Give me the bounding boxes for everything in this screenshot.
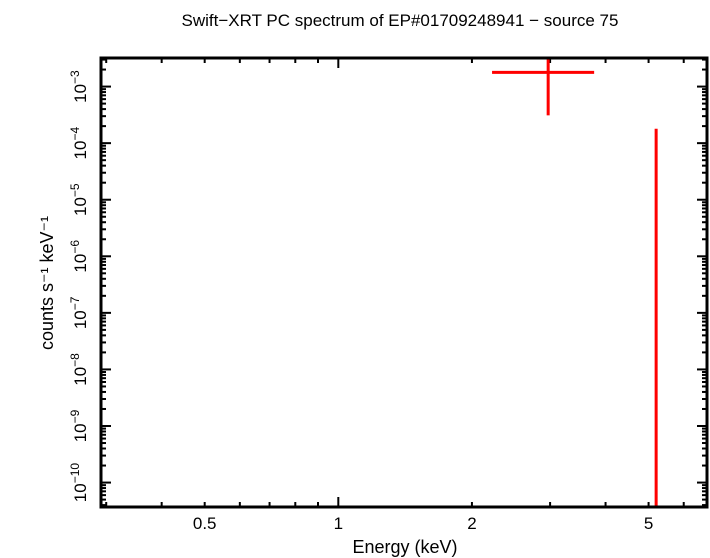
x-tick-label: 5 — [644, 514, 653, 533]
data-points — [492, 58, 658, 507]
y-tick-label: 10−3 — [68, 70, 90, 103]
x-tick-label: 2 — [467, 514, 476, 533]
y-tick-label: 10−9 — [68, 409, 90, 442]
plot-frame — [99, 56, 709, 509]
y-tick-label: 10−8 — [68, 353, 90, 386]
tick-labels: 0.5 1 2 5 10−3 10−4 10−5 10−6 10−7 10−8 10−9 10−10 — [68, 70, 653, 533]
y-axis-label: counts s⁻¹ keV⁻¹ — [37, 216, 57, 350]
y-tick-label: 10−4 — [68, 127, 90, 160]
y-tick-label: 10−10 — [68, 463, 90, 503]
y-tick-label: 10−7 — [68, 296, 90, 329]
x-tick-label: 1 — [334, 514, 343, 533]
y-tick-label: 10−5 — [68, 183, 90, 216]
axis-ticks — [101, 58, 707, 507]
y-tick-label: 10−6 — [68, 240, 90, 273]
chart-title: Swift−XRT PC spectrum of EP#01709248941 … — [182, 11, 619, 30]
x-axis-label: Energy (keV) — [352, 537, 457, 557]
x-tick-label: 0.5 — [193, 514, 217, 533]
